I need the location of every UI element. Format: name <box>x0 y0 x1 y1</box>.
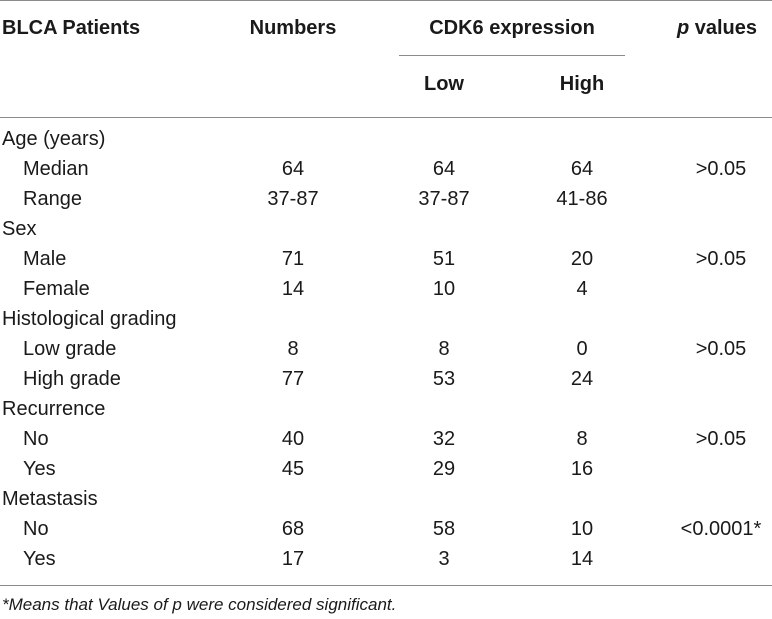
group-row: Histological grading <box>0 304 772 334</box>
cell-numbers: 8 <box>287 338 299 360</box>
header-p-italic: p <box>676 17 690 39</box>
cell-high: 24 <box>570 368 594 390</box>
table-row: Median 64 64 64 >0.05 <box>0 154 772 184</box>
cell-numbers: 40 <box>281 428 305 450</box>
group-label: Histological grading <box>2 308 177 330</box>
table-row: Range 37-87 37-87 41-86 <box>0 184 772 214</box>
table-row: Low grade 8 8 0 >0.05 <box>0 334 772 364</box>
cell-high: 10 <box>570 518 594 540</box>
cell-high: 16 <box>570 458 594 480</box>
cell-numbers: 45 <box>281 458 305 480</box>
cell-numbers: 37-87 <box>267 188 319 210</box>
group-row: Recurrence <box>0 394 772 424</box>
row-label: Median <box>23 158 89 180</box>
cell-low: 58 <box>432 518 456 540</box>
cell-p-value: >0.05 <box>695 338 747 360</box>
row-label: Low grade <box>23 338 117 360</box>
row-label: High grade <box>23 368 121 390</box>
cell-high: 8 <box>576 428 588 450</box>
cell-low: 32 <box>432 428 456 450</box>
cell-p-value: >0.05 <box>695 248 747 270</box>
cell-low: 10 <box>432 278 456 300</box>
header-numbers: Numbers <box>249 17 337 39</box>
header-cdk6-expression: CDK6 expression <box>429 17 595 39</box>
cell-low: 3 <box>438 548 450 570</box>
cell-numbers: 77 <box>281 368 305 390</box>
group-row: Age (years) <box>0 124 772 154</box>
row-label: No <box>23 518 49 540</box>
row-label: Yes <box>23 458 56 480</box>
header-p-rest: values <box>689 17 758 39</box>
cell-p-value: <0.0001* <box>680 518 762 540</box>
row-label: No <box>23 428 49 450</box>
table-row: No 40 32 8 >0.05 <box>0 424 772 454</box>
row-label: Male <box>23 248 67 270</box>
cell-high: 0 <box>576 338 588 360</box>
cell-low: 37-87 <box>418 188 470 210</box>
footnote: *Means that Values of p were considered … <box>2 595 397 614</box>
group-row: Sex <box>0 214 772 244</box>
cell-high: 64 <box>570 158 594 180</box>
cell-numbers: 71 <box>281 248 305 270</box>
cell-high: 14 <box>570 548 594 570</box>
cell-low: 64 <box>432 158 456 180</box>
cell-high: 20 <box>570 248 594 270</box>
table-row: High grade 77 53 24 <box>0 364 772 394</box>
header-bottom-rule <box>0 117 772 118</box>
row-label: Range <box>23 188 82 210</box>
group-label: Metastasis <box>2 488 98 510</box>
table-top-rule <box>0 0 772 1</box>
cell-high: 41-86 <box>556 188 608 210</box>
table-row: Yes 45 29 16 <box>0 454 772 484</box>
group-label: Recurrence <box>2 398 106 420</box>
header-p-values: p values <box>677 16 757 40</box>
row-label: Female <box>23 278 90 300</box>
cdk6-subheader-rule <box>399 55 625 56</box>
table-row: No 68 58 10 <0.0001* <box>0 514 772 544</box>
table-row: Yes 17 3 14 <box>0 544 772 574</box>
cell-low: 53 <box>432 368 456 390</box>
table-row: Male 71 51 20 >0.05 <box>0 244 772 274</box>
cell-low: 29 <box>432 458 456 480</box>
header-blca-patients: BLCA Patients <box>2 17 141 39</box>
cell-p-value: >0.05 <box>695 428 747 450</box>
cell-numbers: 64 <box>281 158 305 180</box>
table-row: Female 14 10 4 <box>0 274 772 304</box>
cell-p-value: >0.05 <box>695 158 747 180</box>
group-row: Metastasis <box>0 484 772 514</box>
table-bottom-rule <box>0 585 772 586</box>
row-label: Yes <box>23 548 56 570</box>
cell-high: 4 <box>576 278 588 300</box>
cell-low: 8 <box>438 338 450 360</box>
cell-numbers: 68 <box>281 518 305 540</box>
group-label: Sex <box>2 218 37 240</box>
header-high: High <box>559 73 605 95</box>
cell-low: 51 <box>432 248 456 270</box>
header-low: Low <box>424 73 464 95</box>
group-label: Age (years) <box>2 128 106 150</box>
cell-numbers: 17 <box>281 548 305 570</box>
cell-numbers: 14 <box>281 278 305 300</box>
